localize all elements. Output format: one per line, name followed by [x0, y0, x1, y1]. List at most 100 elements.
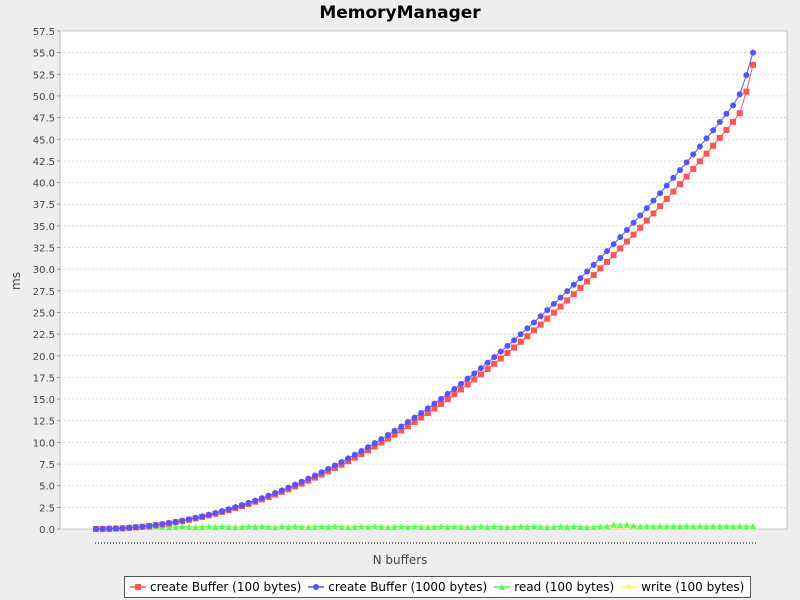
legend-point [626, 584, 633, 590]
series-0-point [424, 410, 431, 417]
series-1-point [172, 518, 179, 525]
series-1-point [610, 241, 617, 248]
legend-point [499, 584, 506, 590]
series-1-point [517, 331, 524, 338]
series-2-point [172, 523, 179, 530]
legend-item-2: read (100 bytes) [493, 580, 614, 594]
series-2-point [657, 522, 664, 529]
series-2-point [696, 522, 703, 529]
series-2-point [750, 522, 756, 529]
y-axis-ticks: 0.0 2.5 5.0 7.5 10.0 12.5 15.0 17.5 20.0 22.5 25.0… [33, 27, 60, 536]
series-2-point [723, 522, 730, 529]
series-0-point [630, 231, 637, 238]
series-1-point [477, 365, 484, 372]
series-2-point [225, 523, 232, 530]
series-0-point [411, 418, 418, 425]
series-0-point [531, 327, 537, 334]
plot-area [59, 30, 788, 530]
series-0-point [584, 278, 591, 285]
series-2-point [272, 524, 279, 531]
series-0-point [736, 110, 743, 117]
series-2-point [570, 523, 577, 530]
y-tick-label: 47.5 [33, 114, 55, 125]
series-2-point [584, 524, 591, 531]
series-2-point [531, 523, 537, 530]
y-tick-label: 5.0 [39, 482, 55, 493]
series-0-point [511, 344, 518, 351]
series-2-point [677, 523, 683, 530]
y-tick-label: 50.0 [33, 92, 55, 103]
series-1-point [285, 484, 292, 491]
series-2-point [199, 523, 206, 530]
series-2-point [597, 523, 604, 530]
series-0-point [577, 284, 584, 291]
series-1-point [597, 255, 604, 262]
y-tick-label: 20.0 [33, 352, 55, 363]
series-0-point [657, 203, 664, 210]
series-1-point [345, 455, 352, 462]
legend: create Buffer (100 bytes) create Buffer (… [124, 576, 752, 598]
series-1-point [524, 325, 531, 332]
series-1-point [225, 506, 232, 513]
series-2-point [557, 523, 564, 530]
series-layer [93, 49, 756, 532]
series-2-point [444, 523, 451, 530]
series-1-point [497, 348, 504, 355]
series-1-point [146, 522, 153, 529]
series-1-point [458, 380, 464, 387]
gridlines [60, 30, 787, 530]
series-1-point [331, 462, 338, 469]
series-0-point [683, 173, 690, 180]
legend-label: write (100 bytes) [641, 580, 745, 594]
legend-item-1: create Buffer (1000 bytes) [307, 580, 487, 594]
y-tick-label: 12.5 [33, 417, 55, 428]
y-tick-label: 27.5 [33, 287, 55, 298]
series-0-point [378, 439, 385, 446]
series-2-point [477, 523, 484, 530]
series-2-point [285, 523, 292, 530]
series-2-point [431, 523, 438, 530]
series-0-point [550, 309, 557, 316]
series-2-point [385, 524, 391, 531]
series-0-point [703, 150, 710, 157]
series-1-point [550, 300, 557, 307]
y-tick-label: 52.5 [33, 70, 55, 81]
series-1-point [106, 525, 113, 532]
series-1-point [205, 511, 212, 518]
series-1-point [365, 444, 372, 451]
series-1-point [371, 440, 378, 447]
series-1-point [444, 390, 451, 397]
series-2-point [391, 523, 398, 530]
series-2-point [365, 523, 372, 530]
series-2-point [232, 524, 239, 531]
series-1-point [730, 102, 737, 109]
series-1-point [166, 520, 172, 527]
series-2-point [258, 523, 265, 530]
series-2-point [424, 524, 431, 531]
series-2-point [524, 523, 531, 530]
series-0-point [431, 405, 438, 412]
series-2-point [411, 523, 418, 530]
series-2-point [278, 523, 285, 530]
series-1-point [139, 523, 146, 530]
legend-point [135, 584, 141, 590]
series-0-point [710, 142, 717, 149]
x-axis-label: N buffers [372, 553, 428, 567]
series-1-point [126, 524, 133, 531]
series-1-point [723, 110, 730, 117]
series-2-point [637, 523, 644, 530]
series-0-point [557, 303, 564, 310]
series-1-point [577, 275, 584, 282]
series-0-point [650, 210, 657, 217]
series-1-point [511, 337, 518, 344]
y-tick-label: 7.5 [39, 460, 55, 471]
series-1-point [683, 159, 690, 166]
series-0-point [418, 414, 425, 421]
series-1-point [537, 313, 544, 320]
series-0-point [663, 195, 670, 202]
series-0-point [358, 450, 365, 457]
series-2-point [690, 523, 697, 530]
series-0-point [723, 126, 730, 133]
series-1-point [265, 492, 272, 499]
